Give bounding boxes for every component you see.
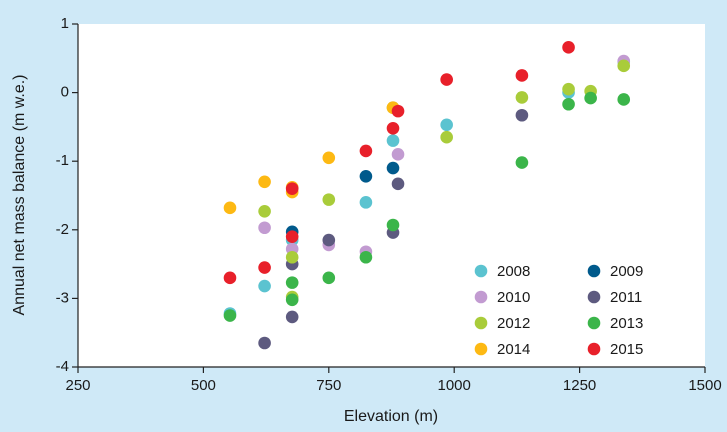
data-point	[258, 221, 271, 235]
x-tick-label: 1250	[563, 377, 596, 394]
data-point	[322, 193, 336, 206]
legend-label: 2013	[610, 315, 643, 332]
data-point	[258, 279, 271, 293]
data-point	[223, 201, 237, 215]
data-point	[322, 271, 336, 285]
data-point	[391, 148, 405, 161]
x-tick-label: 750	[316, 377, 341, 394]
legend-marker	[587, 290, 601, 304]
y-tick-label: 1	[61, 15, 69, 32]
data-point	[386, 134, 400, 147]
data-point	[391, 104, 405, 118]
data-point	[285, 250, 299, 264]
data-point	[386, 121, 400, 135]
data-point	[359, 196, 373, 209]
data-point	[515, 91, 529, 104]
data-point	[258, 204, 271, 218]
data-point	[440, 118, 453, 132]
legend-marker	[587, 264, 601, 278]
y-tick-label: -4	[56, 358, 69, 375]
y-tick-label: -2	[56, 221, 69, 238]
data-point	[391, 177, 405, 191]
y-tick-label: 0	[61, 84, 69, 101]
x-axis-title: Elevation (m)	[344, 408, 438, 425]
data-point	[322, 233, 336, 247]
data-point	[562, 41, 575, 54]
x-tick-label: 1500	[688, 377, 721, 394]
data-point	[285, 310, 299, 324]
legend-marker	[474, 342, 488, 356]
data-point	[562, 97, 575, 111]
data-point	[386, 218, 400, 232]
y-tick-label: -1	[56, 152, 69, 169]
legend-marker	[474, 264, 488, 278]
data-point	[440, 130, 453, 144]
data-point	[322, 151, 336, 165]
x-tick-label: 250	[65, 377, 90, 394]
data-point	[359, 144, 373, 158]
data-point	[223, 309, 237, 322]
data-point	[258, 175, 271, 189]
data-point	[440, 73, 453, 86]
data-point	[562, 82, 575, 96]
data-point	[584, 91, 597, 105]
legend-label: 2014	[497, 341, 530, 358]
data-point	[258, 261, 271, 274]
data-point	[617, 59, 631, 73]
data-point	[515, 69, 529, 82]
plot-area	[78, 24, 705, 367]
legend-marker	[587, 342, 601, 356]
x-tick-label: 500	[191, 377, 216, 394]
data-point	[285, 293, 299, 307]
y-tick-label: -3	[56, 289, 69, 306]
data-point	[258, 336, 271, 350]
data-point	[359, 169, 373, 183]
data-point	[359, 250, 373, 264]
data-point	[285, 182, 299, 195]
data-point	[617, 93, 631, 106]
data-point	[223, 271, 237, 285]
legend-marker	[587, 316, 601, 330]
legend-label: 2010	[497, 289, 530, 306]
legend-marker	[474, 290, 488, 304]
x-tick-label: 1000	[438, 377, 471, 394]
legend-label: 2015	[610, 341, 643, 358]
data-point	[285, 230, 299, 243]
data-point	[386, 161, 400, 175]
y-axis-title: Annual net mass balance (m w.e.)	[11, 74, 28, 315]
legend-label: 2012	[497, 315, 530, 332]
legend-label: 2011	[610, 289, 642, 306]
data-point	[515, 108, 529, 122]
legend-label: 2008	[497, 263, 530, 280]
data-point	[515, 156, 529, 169]
legend-marker	[474, 316, 488, 330]
data-point	[285, 276, 299, 289]
legend-label: 2009	[610, 263, 643, 280]
